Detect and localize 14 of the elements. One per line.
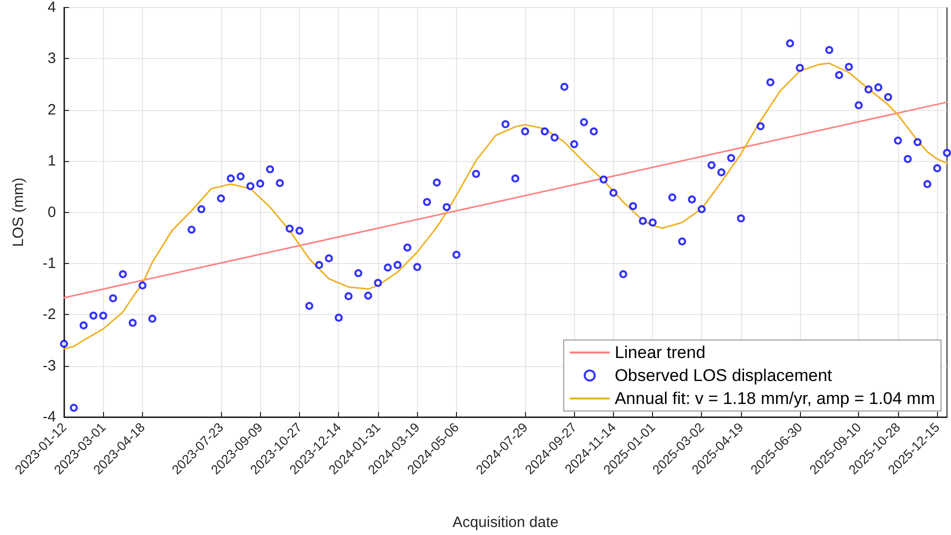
y-tick-label: -4 [42,408,56,426]
y-tick-label: -2 [42,306,56,324]
y-tick-label: 4 [48,0,56,16]
y-tick-label: 3 [48,50,56,68]
legend-label: Observed LOS displacement [614,366,832,385]
y-tick-label: -1 [42,254,56,272]
y-axis-title: LOS (mm) [10,178,27,247]
y-tick-label: 0 [48,204,56,221]
y-tick-label: 1 [48,152,56,170]
legend-label: Annual fit: v = 1.18 mm/yr, amp = 1.04 mm [614,389,936,408]
y-tick-label: -3 [42,357,56,374]
x-axis-title: Acquisition date [452,514,558,531]
legend-label: Linear trend [614,343,706,362]
y-tick-label: 2 [48,101,56,118]
